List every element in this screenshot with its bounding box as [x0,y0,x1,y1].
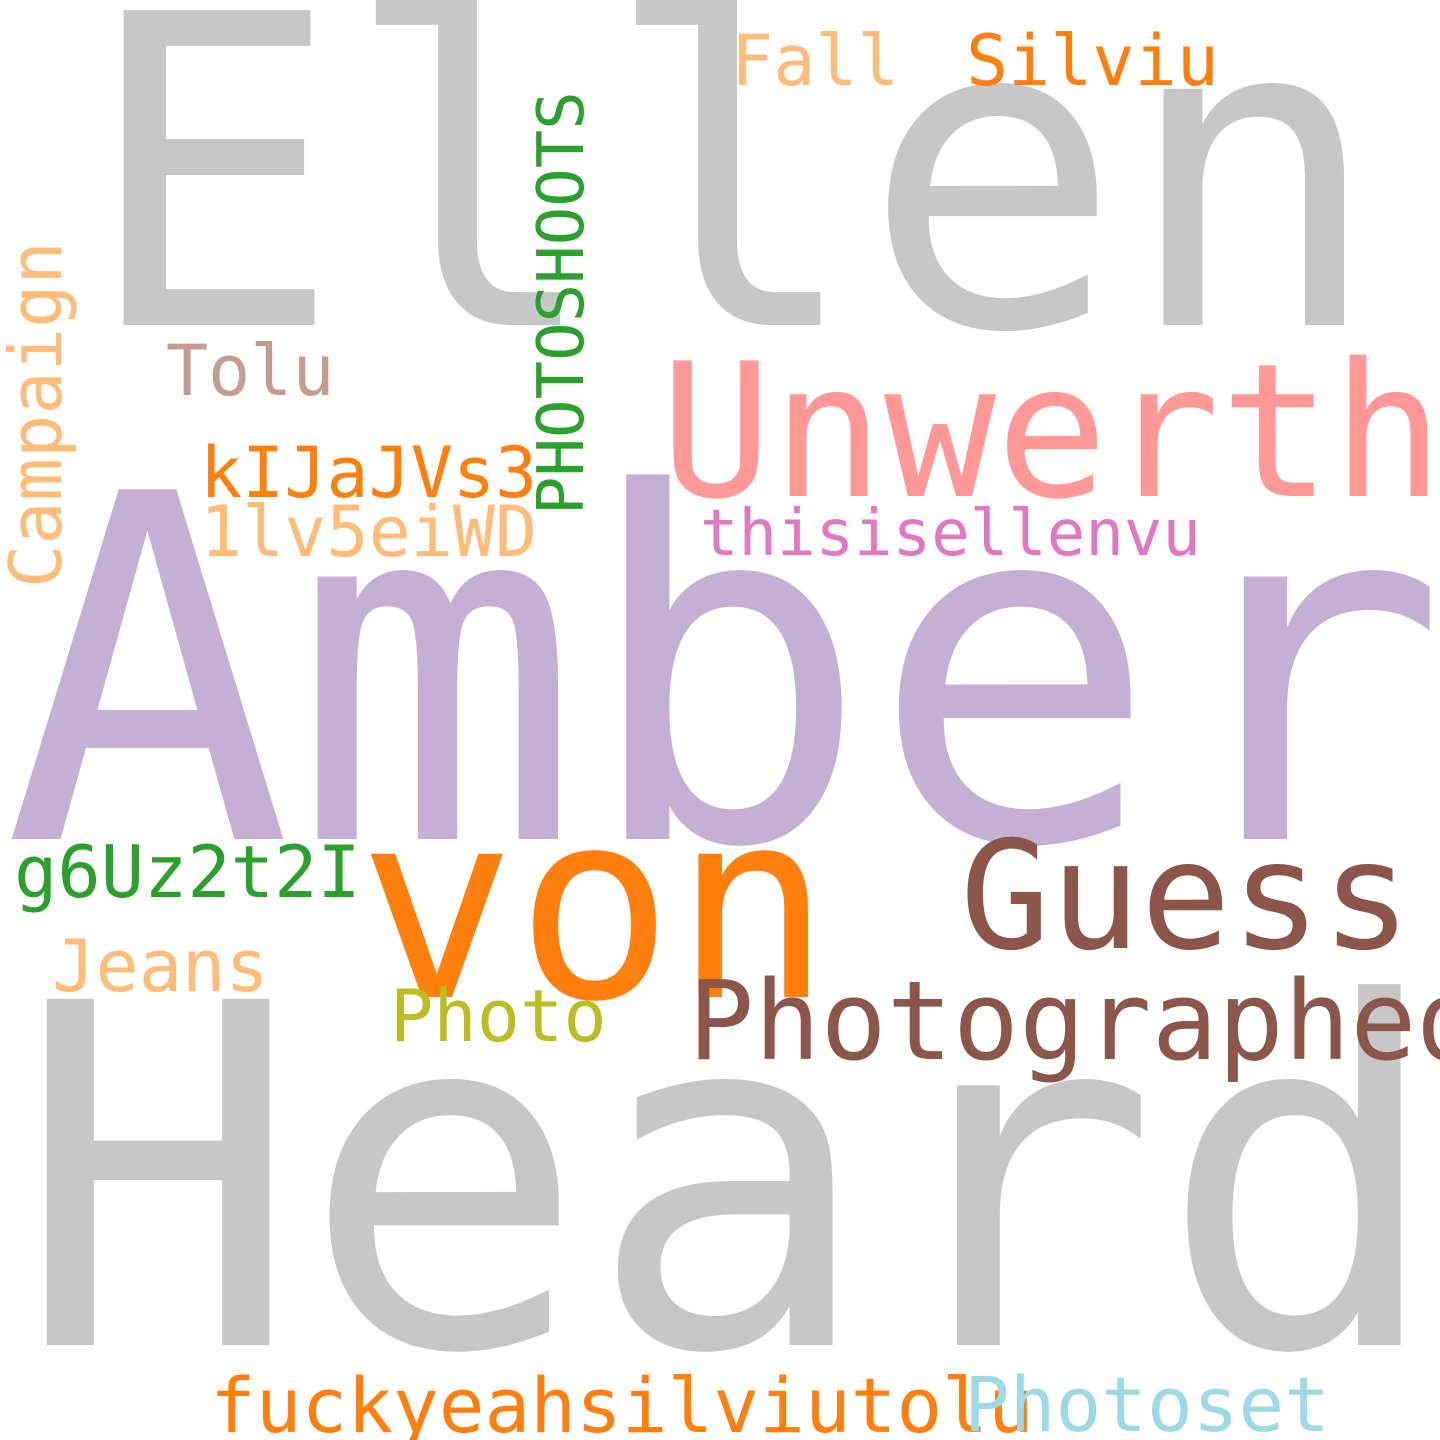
word-jeans: Jeans [52,924,269,1008]
word-kijajvs3: kIJaJVs3 [200,432,538,514]
word-campaign: Campaign [0,241,78,588]
word-g6uz2t2i: g6Uz2t2I [14,830,361,914]
word-unwerth: Unwerth [660,323,1440,540]
word-photoshoots: PHOTOSHOOTS [525,91,599,515]
word-heard: Heard [15,905,1440,1440]
word-ellen: Ellen [82,0,1383,427]
word-tolu: Tolu [166,330,335,412]
word-silviu: Silviu [966,20,1219,102]
word-photo: Photo [390,974,607,1058]
word-von: von [358,754,832,1059]
word-1lv5eiwd: 1lv5eiWD [200,491,538,573]
word-thisisellenvu: thisisellenvu [700,497,1201,571]
word-photographed: Photographed [688,957,1440,1085]
word-fall: Fall [731,20,900,102]
word-photoset: Photoset [964,1360,1331,1440]
word-amber: Amber [3,394,1440,953]
word-guess: Guess [960,810,1412,984]
word-fuckyeahsilviutolu: fuckyeahsilviutolu [210,1361,1034,1440]
